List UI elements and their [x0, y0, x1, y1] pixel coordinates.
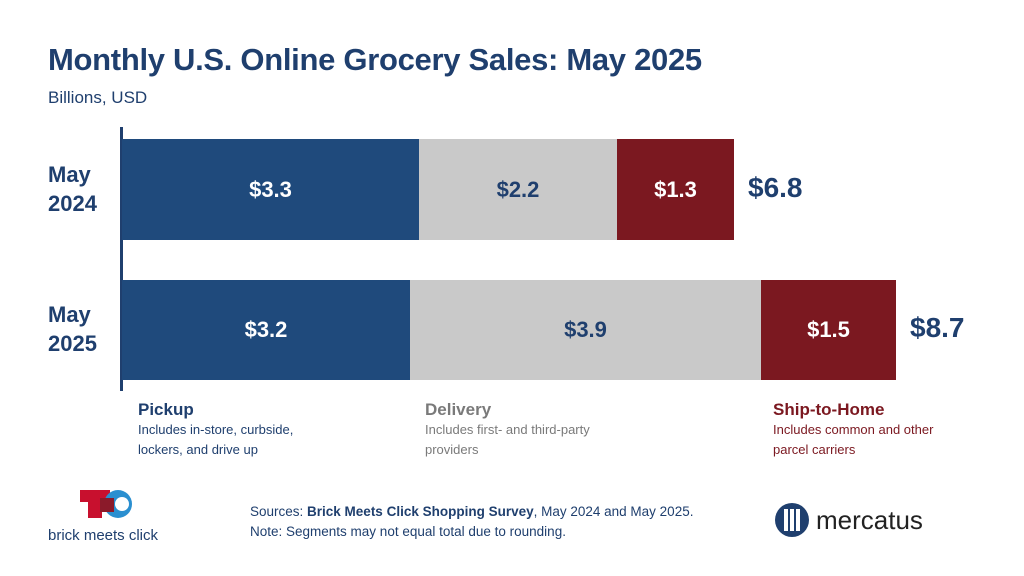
category-label-line: 2025: [48, 331, 97, 356]
total-label: $6.8: [748, 171, 803, 203]
mercatus-logo-text: mercatus: [816, 504, 923, 535]
bar-segment-pickup: $3.2: [122, 280, 410, 380]
data-label: $2.2: [496, 176, 540, 202]
legend-description: Includes first- and third-party provider…: [425, 422, 590, 457]
category-label-line: May: [48, 161, 91, 187]
sources-suffix: , May 2024 and May 2025.: [533, 504, 694, 519]
bar-segment-delivery: $3.9: [410, 280, 761, 380]
legend-title: Ship-to-Home: [773, 400, 885, 419]
category-label-line: 2024: [48, 190, 97, 216]
bar-segment-ship-to-home: $1.3: [617, 139, 734, 240]
mercatus-logo-mark: [775, 503, 809, 537]
chart-title: Monthly U.S. Online Grocery Sales: May 2…: [48, 42, 702, 77]
category-label: May 2025: [48, 300, 97, 358]
chart-subtitle: Billions, USD: [48, 88, 148, 107]
sources-bold: Brick Meets Click Shopping Survey: [307, 504, 534, 519]
legend-item: Delivery Includes first- and third-party …: [425, 400, 615, 460]
category-label-line: May: [48, 302, 91, 327]
legend-title: Pickup: [138, 400, 194, 419]
bmc-logo-text: brick meets click: [48, 527, 159, 544]
legend-title: Delivery: [425, 400, 492, 419]
y-axis-line: [120, 127, 123, 391]
bar-segment-delivery: $2.2: [419, 139, 617, 240]
data-label: $1.3: [654, 176, 697, 202]
mercatus-logo: mercatus: [774, 502, 923, 538]
data-label: $1.5: [807, 317, 850, 342]
bar-segment-ship-to-home: $1.5: [761, 280, 896, 380]
data-label: $3.2: [244, 317, 288, 342]
total-label: $8.7: [910, 312, 965, 343]
bmc-logo-mark: [80, 490, 132, 518]
data-label: $3.9: [564, 317, 607, 342]
bar-segment-pickup: $3.3: [122, 139, 419, 240]
legend-description: Includes common and other parcel carrier…: [773, 422, 934, 457]
legend-item: Ship-to-Home Includes common and other pa…: [773, 400, 963, 460]
sources-note: Sources: Brick Meets Click Shopping Surv…: [250, 502, 693, 542]
data-label: $3.3: [249, 176, 292, 202]
legend-description: Includes in-store, curbside, lockers, an…: [138, 422, 294, 457]
category-label: May 2024: [48, 160, 97, 218]
rounding-note: Note: Segments may not equal total due t…: [250, 524, 566, 539]
sources-prefix: Sources:: [250, 504, 308, 519]
legend-item: Pickup Includes in-store, curbside, locke…: [138, 400, 328, 460]
brick-meets-click-logo: brick meets click: [48, 488, 158, 544]
